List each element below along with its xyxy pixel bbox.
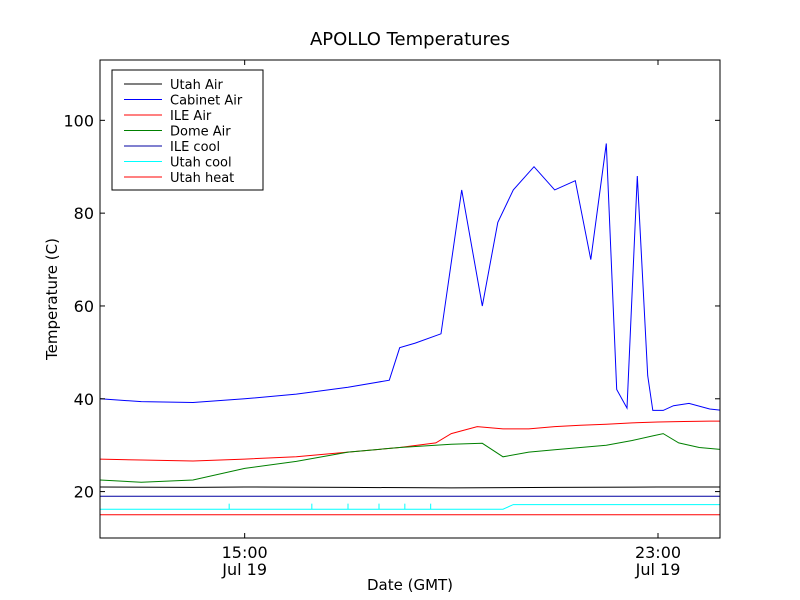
x-axis-label: Date (GMT) [367,576,453,594]
series-line-utah-cool [100,504,720,510]
legend-label: Utah Air [170,78,223,93]
y-tick-label: 80 [74,204,94,223]
legend-label: ILE cool [170,140,220,155]
y-tick-label: 40 [74,390,94,409]
y-tick-label: 60 [74,297,94,316]
x-tick-label: 15:00 [222,543,268,562]
x-tick-label-date: Jul 19 [635,560,681,579]
chart-title: APOLLO Temperatures [310,29,510,50]
y-tick-label: 100 [63,111,94,130]
legend-label: ILE Air [170,109,212,124]
y-tick-label: 20 [74,483,94,502]
series-line-cabinet-air [100,143,720,411]
plot-frame [99,59,721,539]
legend-label: Utah heat [170,171,234,186]
y-axis-label: Temperature (C) [43,238,61,361]
plot-area [100,143,720,516]
legend-label: Dome Air [170,125,231,140]
x-tick-label: 23:00 [635,543,681,562]
series-line-dome-air [100,433,720,483]
x-tick-label-date: Jul 19 [221,560,267,579]
series-line-utah-air [100,486,720,489]
legend-label: Cabinet Air [170,94,243,109]
legend-label: Utah cool [170,156,232,171]
